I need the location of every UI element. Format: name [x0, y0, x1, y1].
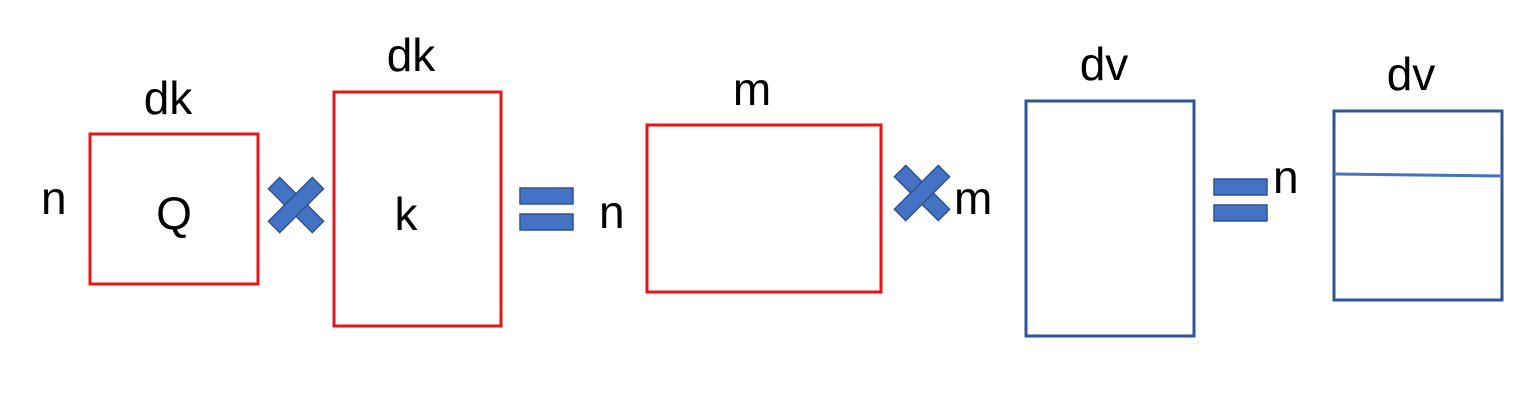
v-left-dim-label: m	[954, 172, 992, 224]
scores-matrix-box	[645, 123, 883, 294]
k-top-dim-label: dk	[387, 29, 437, 81]
output-top-dim-label: dv	[1387, 48, 1436, 100]
equals-icon	[519, 187, 574, 231]
multiply-icon	[267, 176, 325, 234]
output-matrix-box	[1332, 109, 1504, 302]
scores-left-dim-label: n	[599, 186, 625, 238]
k-matrix-name: k	[395, 188, 419, 240]
q-matrix-box	[88, 132, 260, 286]
output-left-dim-label: n	[1273, 151, 1299, 203]
q-matrix-name: Q	[156, 187, 192, 239]
k-matrix-box	[332, 90, 503, 328]
equals-icon	[1213, 178, 1268, 222]
v-top-dim-label: dv	[1080, 38, 1129, 90]
v-matrix-box	[1024, 99, 1196, 338]
q-left-dim-label: n	[41, 172, 67, 224]
q-top-dim-label: dk	[144, 72, 194, 124]
output-row-divider	[1333, 172, 1503, 178]
multiply-icon	[893, 164, 951, 222]
scores-top-dim-label: m	[733, 63, 771, 115]
